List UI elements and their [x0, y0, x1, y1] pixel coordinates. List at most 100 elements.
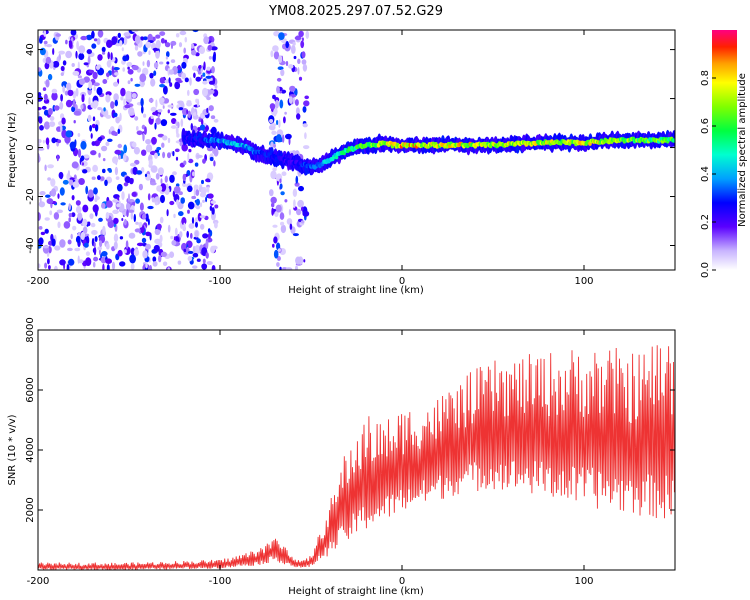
spectrogram-noise-cell	[97, 30, 104, 38]
spectrogram-noise-cell	[196, 258, 201, 262]
spectrogram-noise-cell	[87, 55, 91, 65]
y-tick-label: 4000	[25, 437, 36, 462]
spectrogram-noise-cell	[120, 87, 126, 97]
spectrogram-noise-cell	[82, 204, 89, 213]
spectrogram-noise-cell	[90, 150, 97, 156]
spectrogram-noise-cell	[102, 51, 106, 55]
spectrogram-noise-cell	[93, 256, 99, 262]
x-tick-label: -100	[209, 576, 232, 587]
spectrogram-noise-cell	[119, 112, 122, 122]
spectrogram-noise-cell	[170, 235, 174, 240]
spectrogram-noise-cell	[195, 189, 200, 197]
spectrogram-noise-cell	[151, 197, 155, 203]
spectrogram-noise-cell	[83, 62, 89, 66]
spectrogram-noise-cell	[160, 119, 168, 127]
spectrogram-noise-cell	[131, 30, 139, 33]
spectrogram-noise-cell	[77, 255, 80, 264]
spectrogram-noise-cell	[84, 233, 90, 237]
spectrogram-noise-cell	[110, 52, 113, 61]
spectrogram-noise-cell	[270, 196, 277, 204]
spectrogram-noise-cell	[152, 256, 157, 263]
spectrogram-noise-cell	[45, 137, 50, 145]
spectrogram-noise-cell	[77, 212, 83, 221]
spectrogram-noise-cell	[163, 98, 170, 104]
spectrogram-noise-cell	[189, 77, 192, 86]
spectrogram-noise-cell	[272, 243, 275, 248]
spectrogram-noise-cell	[134, 159, 140, 165]
spectrogram-noise-cell	[155, 99, 158, 108]
spectrogram-noise-cell	[134, 45, 139, 51]
spectrogram-noise-cell	[113, 233, 119, 243]
spectrogram-noise-cell	[45, 79, 50, 88]
spectrogram-noise-cell	[141, 237, 147, 243]
spectrogram-noise-cell	[106, 264, 110, 270]
spectrogram-noise-cell	[89, 213, 94, 220]
spectrogram-noise-cell	[159, 234, 163, 243]
spectrogram-noise-cell	[94, 197, 98, 202]
spectrogram-noise-cell	[183, 160, 187, 166]
spectrogram-noise-cell	[154, 122, 157, 130]
spectrogram-noise-cell	[143, 36, 148, 41]
spectrogram-noise-cell	[138, 221, 143, 228]
spectrogram-noise-cell	[200, 74, 203, 80]
spectrogram-noise-cell	[65, 130, 73, 138]
spectrogram-noise-cell	[38, 226, 43, 230]
spectrogram-noise-cell	[195, 198, 200, 206]
spectrogram-noise-cell	[139, 73, 147, 83]
spectrogram-noise-cell	[272, 167, 277, 172]
spectrogram-noise-cell	[194, 162, 199, 167]
spectrogram-noise-cell	[181, 72, 187, 80]
spectrogram-noise-cell	[270, 170, 277, 180]
spectrogram-noise-cell	[302, 63, 308, 72]
spectrogram-noise-cell	[136, 242, 144, 247]
spectrogram-noise-cell	[178, 107, 184, 111]
spectrogram-noise-cell	[207, 44, 213, 51]
spectrogram-noise-cell	[147, 218, 150, 226]
spectrogram-noise-cell	[302, 210, 310, 217]
spectrogram-noise-cell	[48, 265, 51, 270]
spectrogram-noise-cell	[73, 120, 76, 124]
spectrogram-noise-cell	[162, 151, 166, 159]
spectrogram-noise-cell	[288, 96, 293, 104]
spectrogram-noise-cell	[38, 138, 42, 144]
spectrogram-noise-cell	[150, 78, 156, 87]
spectrogram-noise-cell	[80, 140, 87, 150]
spectrogram-noise-cell	[149, 72, 154, 79]
spectrogram-noise-cell	[141, 167, 145, 173]
spectrogram-noise-cell	[69, 141, 77, 150]
spectrogram-noise-cell	[278, 32, 285, 40]
spectrogram-noise-cell	[51, 92, 58, 101]
spectrogram-noise-cell	[161, 142, 165, 148]
spectrogram-noise-cell	[54, 265, 58, 270]
spectrogram-noise-cell	[62, 85, 66, 93]
spectrogram-noise-cell	[42, 245, 49, 249]
spectrogram-noise-cell	[38, 107, 42, 111]
snr-panel: -200 -100 0 100 2000 4000 6000 8000 Height of …	[7, 317, 676, 597]
spectrogram-noise-cell	[171, 43, 173, 50]
spectrogram-noise-cell	[145, 144, 153, 153]
spectrogram-noise-cell	[163, 85, 168, 95]
spectrogram-noise-cell	[192, 252, 199, 258]
spectrogram-noise-cell	[70, 30, 77, 36]
spectrogram-noise-cell	[293, 55, 297, 60]
spectrogram-noise-cell	[174, 148, 180, 153]
spectrogram-noise-cell	[295, 256, 302, 265]
colorbar-label: Normalized spectral amplitude	[737, 73, 748, 227]
spectrogram-noise-cell	[38, 143, 41, 147]
spectrogram-noise-cell	[162, 261, 168, 267]
spectrogram-noise-cell	[94, 100, 99, 108]
spectrogram-noise-cell	[98, 152, 101, 158]
spectrogram-noise-cell	[72, 70, 80, 76]
spectrogram-noise-cell	[122, 153, 127, 162]
spectrogram-noise-cell	[141, 105, 144, 114]
spectrogram-noise-cell	[87, 221, 91, 227]
spectrogram-noise-cell	[58, 50, 65, 55]
spectrogram-noise-cell	[173, 186, 181, 194]
spectrogram-noise-cell	[114, 149, 122, 155]
spectrogram-noise-cell	[105, 258, 112, 265]
spectrogram-noise-cell	[142, 132, 145, 142]
spectrogram-noise-cell	[42, 139, 45, 144]
spectrogram-noise-cell	[44, 164, 47, 172]
spectrogram-noise-cell	[303, 259, 306, 263]
spectrogram-noise-cell	[80, 104, 84, 110]
